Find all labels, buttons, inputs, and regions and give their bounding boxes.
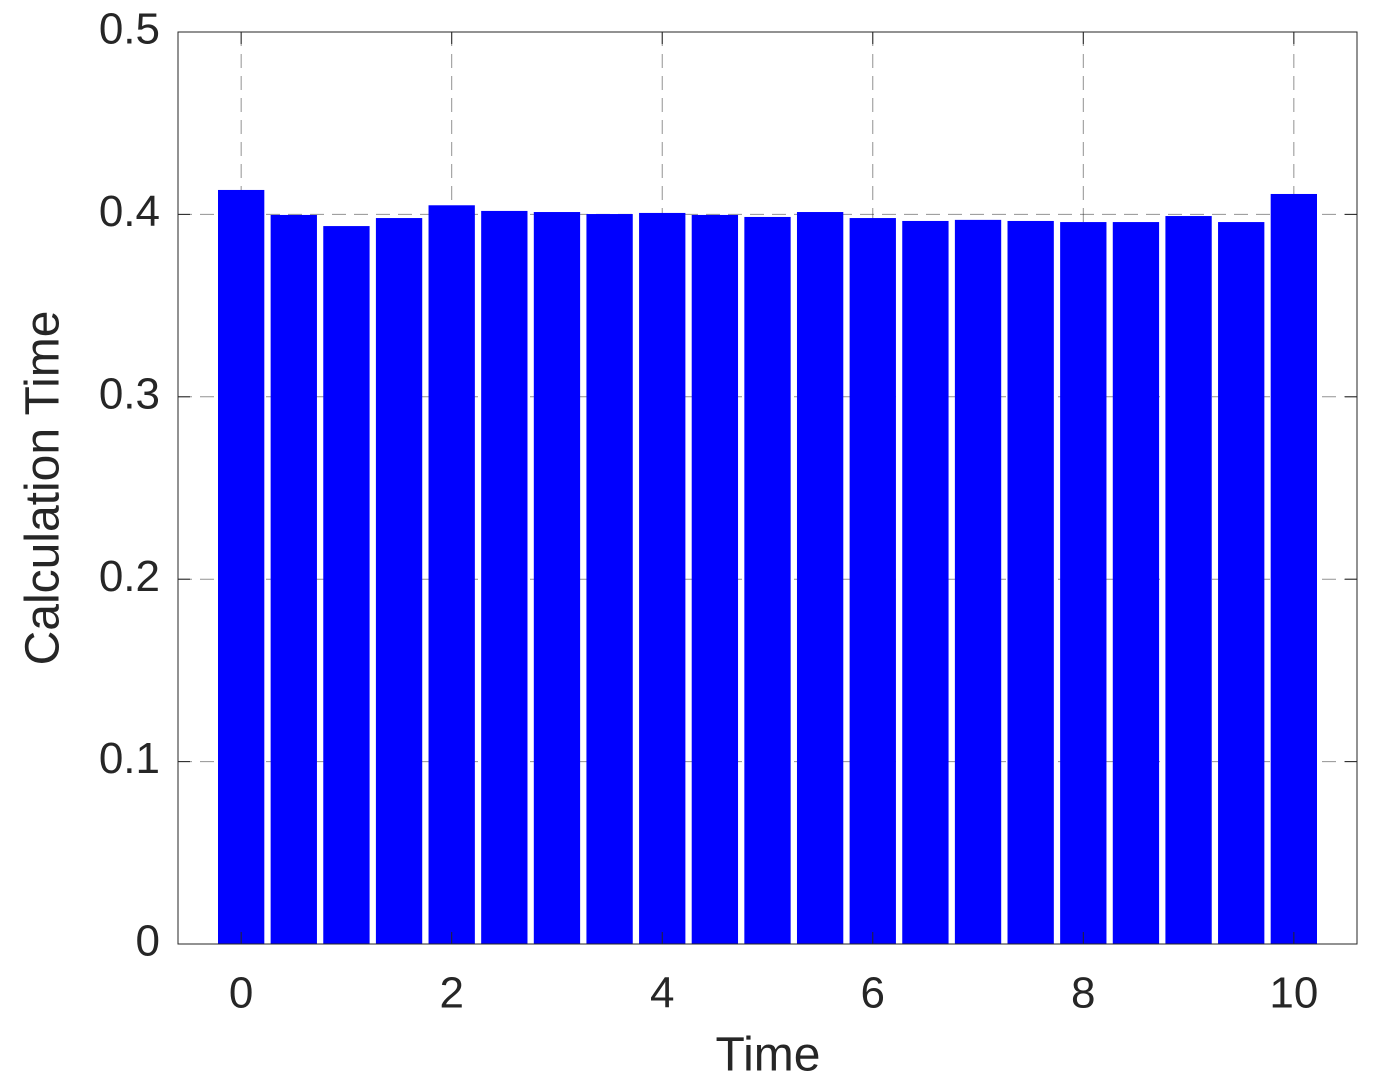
bar [481,210,528,945]
x-axis-label: Time [716,1029,821,1082]
bar [1218,222,1265,945]
x-tick-label: 10 [1269,969,1318,1018]
x-tick-label: 2 [439,969,463,1018]
bar [323,226,370,944]
x-tick-label: 6 [861,969,885,1018]
y-tick-label: 0.4 [99,187,160,236]
bar [639,212,686,944]
bar [796,212,844,944]
bar [533,212,581,944]
bar [1007,220,1054,944]
bar [902,220,949,944]
x-tick-label: 4 [650,969,674,1018]
bar [270,214,317,944]
x-tick-label: 0 [229,969,253,1018]
x-tick-label: 8 [1071,969,1095,1018]
y-tick-label: 0.3 [99,369,160,418]
bar [744,216,791,944]
bar [1270,193,1317,945]
y-axis-label: Calculation Time [17,311,70,666]
y-tick-label: 0.2 [99,552,160,601]
bar [954,219,1002,944]
y-tick-label: 0.1 [99,734,160,783]
bar [218,189,265,945]
bar [1112,222,1160,945]
bar [1060,222,1107,945]
bar [586,214,633,944]
bar [849,218,896,945]
y-tick-label: 0 [136,917,160,966]
bar [428,205,475,944]
axes-box [177,31,1358,945]
bar [1165,216,1212,944]
y-tick-label: 0.5 [99,5,160,54]
bar [375,218,423,945]
bar [691,214,739,944]
